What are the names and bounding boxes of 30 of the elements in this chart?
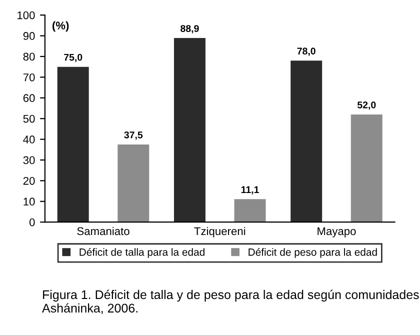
data-label: 75,0 — [64, 54, 82, 62]
y-tick-label: 30 — [23, 156, 35, 164]
y-tick-label: 50 — [23, 114, 35, 123]
bar — [57, 66, 89, 222]
legend-label: Déficit de peso para la edad — [248, 248, 377, 258]
data-label: 52,0 — [357, 101, 376, 110]
y-tick-label: 20 — [23, 176, 35, 185]
bar — [290, 60, 322, 222]
y-tick-label: 80 — [23, 52, 35, 61]
x-tick-label: Tziquereni — [194, 226, 246, 238]
legend-label: Déficit de talla para la edad — [80, 248, 204, 258]
y-axis-title: (%) — [52, 21, 69, 32]
bar — [118, 144, 150, 222]
bar — [174, 38, 206, 222]
data-label: 11,1 — [241, 186, 259, 194]
data-label: 37,5 — [124, 131, 143, 140]
y-tick-label: 70 — [23, 73, 35, 82]
y-tick-label: 90 — [23, 32, 35, 40]
bar — [234, 199, 266, 222]
bar — [350, 114, 382, 222]
data-label: 88,9 — [180, 25, 199, 34]
y-tick-label: 60 — [23, 94, 35, 102]
data-label: 78,0 — [297, 48, 316, 56]
y-tick-label: 100 — [18, 11, 35, 20]
y-tick-label: 40 — [23, 136, 35, 144]
x-tick-label: Mayapo — [318, 227, 356, 238]
y-tick-label: 10 — [24, 198, 35, 206]
x-tick-label: Samaniato — [77, 226, 130, 236]
y-tick-label: 0 — [29, 218, 35, 226]
text: Figura 1. Déficit de talla y de peso para la edad según comunidades Asháninka, 2006. — [42, 290, 419, 314]
